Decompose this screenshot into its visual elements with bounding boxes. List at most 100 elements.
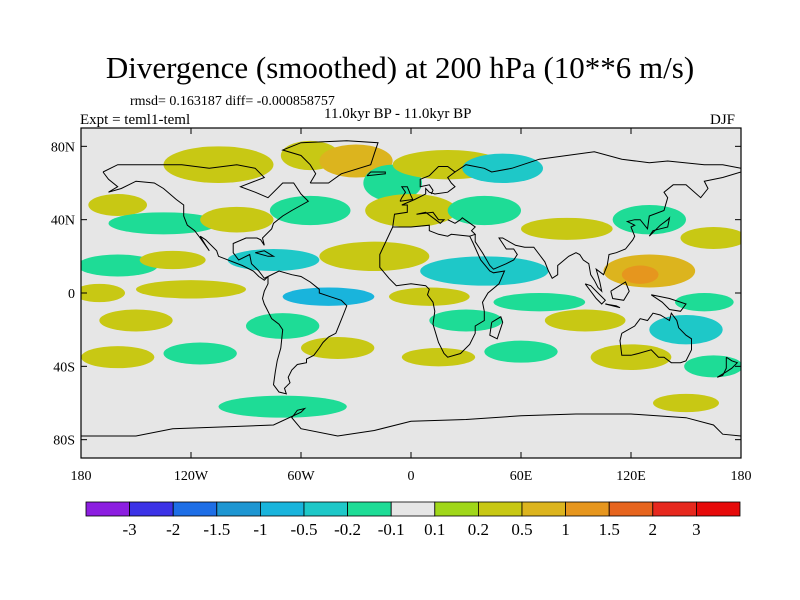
coastline-3 [379,224,506,358]
colorbar-label-9: 0.5 [511,520,532,539]
colorbar-swatch-14 [696,501,741,517]
y-tick-label-2: 0 [68,287,75,302]
divergence-region-37 [484,340,558,363]
divergence-region-30 [429,309,503,332]
divergence-region-27 [675,293,734,312]
coastline-2 [281,140,379,184]
y-axis-ticks: 80N 40N 0 40S 80S [51,140,741,449]
coastline-8 [474,171,741,293]
coastline-5 [454,151,741,173]
divergence-region-41 [653,393,719,413]
colorbar-label-11: 1.5 [599,520,620,539]
coastline-7 [447,217,477,237]
y-tick-label-1: 40N [51,214,75,229]
chart-title: Divergence (smoothed) at 200 hPa (10**6 … [105,50,695,85]
coastline-4 [392,166,456,228]
colorbar-swatch-6 [347,501,392,517]
divergence-region-19 [420,256,549,286]
x-tick-label-0: 180 [71,469,92,484]
coastline-11 [584,283,607,305]
colorbar-swatch-9 [477,501,523,517]
x-tick-label-5: 120E [616,469,646,484]
coastline-15 [648,216,671,237]
season-label: DJF [710,112,736,128]
colorbar-label-4: -0.5 [291,520,318,539]
divergence-region-15 [81,254,158,277]
divergence-region-0 [163,146,274,184]
colorbar-swatch-12 [608,501,654,517]
divergence-region-29 [245,313,320,339]
coastline-16 [489,316,504,340]
colorbar-swatch-10 [521,501,566,517]
divergence-region-11 [447,195,521,226]
divergence-region-31 [544,309,626,332]
x-tick-label-4: 60E [510,469,533,484]
divergence-region-40 [218,395,347,418]
coastline-9 [619,312,692,364]
divergence-region-36 [401,348,476,367]
colorbar-label-12: 2 [649,520,658,539]
divergence-region-14 [680,227,741,249]
coastline-12 [605,303,621,309]
colorbar-swatch-11 [565,501,610,517]
coastline-1 [261,270,348,395]
colorbar-label-2: -1.5 [203,520,230,539]
divergence-region-24 [282,287,375,306]
colorbar-label-8: 0.2 [468,520,489,539]
divergence-region-33 [81,346,155,369]
divergence-region-6 [88,194,147,216]
y-tick-label-0: 80N [51,140,75,155]
divergence-region-32 [649,315,723,345]
divergence-region-35 [301,337,375,359]
colorbar-swatch-4 [259,501,305,517]
x-tick-label-6: 180 [731,469,752,484]
y-tick-label-4: 80S [53,434,75,449]
divergence-region-17 [227,249,320,271]
divergence-region-28 [99,309,173,332]
y-tick-label-3: 40S [53,360,75,375]
x-axis-ticks: 180 120W 60W 0 60E 120E 180 [71,128,752,484]
coastline-19 [255,250,276,257]
colorbar-swatch-7 [390,501,436,517]
divergence-region-5 [462,153,543,183]
coastline-13 [610,281,630,301]
divergence-region-9 [269,195,351,226]
divergence-region-12 [521,217,613,240]
colorbar-label-10: 1 [561,520,570,539]
divergence-region-38 [590,344,672,370]
colorbar-swatch-3 [216,501,261,517]
colorbar-swatch-0 [85,501,130,517]
divergence-region-22 [81,283,125,303]
divergence-region-7 [108,212,219,235]
colorbar: -3 -2 -1.5 -1 -0.5 -0.2 -0.1 0.1 0.2 0.5 1 1.5 2 3 [85,501,741,539]
coastline-18 [716,356,739,378]
divergence-region-18 [319,241,430,271]
coastline-20 [366,171,386,177]
divergence-region-26 [493,293,586,312]
coastline-10 [81,407,741,437]
divergence-field-layer [81,140,741,418]
coastline-17 [399,186,414,202]
divergence-region-34 [163,342,237,365]
divergence-region-23 [136,280,246,299]
coastline-14 [650,294,687,312]
divergence-region-16 [139,250,206,270]
colorbar-swatch-5 [303,501,348,517]
coastline-layer [81,140,741,437]
x-tick-label-2: 60W [287,469,315,484]
colorbar-label-7: 0.1 [424,520,445,539]
colorbar-swatch-2 [172,501,218,517]
colorbar-label-1: -2 [166,520,180,539]
stats-line: rmsd= 0.163187 diff= -0.000858757 [130,94,335,109]
x-tick-label-1: 120W [174,469,209,484]
x-tick-label-3: 0 [408,469,415,484]
colorbar-label-3: -1 [253,520,267,539]
coastline-6 [416,211,446,224]
colorbar-label-13: 3 [692,520,701,539]
divergence-region-13 [612,205,686,235]
experiment-label: Expt = teml1-teml [80,112,191,128]
colorbar-label-5: -0.2 [334,520,361,539]
divergence-region-21 [621,265,659,284]
period-label: 11.0kyr BP - 11.0kyr BP [324,106,472,122]
